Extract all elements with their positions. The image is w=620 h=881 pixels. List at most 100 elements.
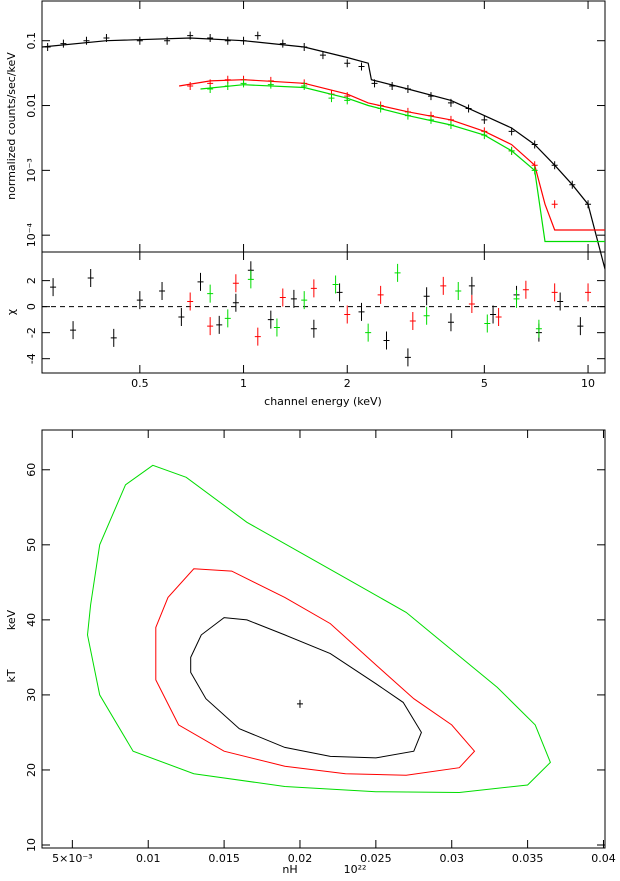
data-point [481, 131, 488, 140]
x-tick-label: 0.04 [591, 852, 616, 865]
residual-point [332, 275, 339, 294]
data-point [301, 43, 308, 52]
x-tick-label: 2 [344, 377, 351, 390]
residual-point [216, 315, 223, 334]
data-point [136, 36, 143, 45]
residual-point [273, 318, 280, 337]
data-point [551, 161, 558, 170]
data-point [187, 31, 194, 40]
data-point [427, 92, 434, 101]
y-tick-label: -2 [25, 327, 38, 338]
data-point [187, 82, 194, 91]
residual-point [495, 308, 502, 327]
residual-point [490, 305, 497, 324]
contour [190, 617, 422, 759]
residual-point [358, 302, 365, 321]
y-axis-unit: keV [5, 609, 18, 630]
residual-point [279, 288, 286, 307]
residual-point [440, 276, 447, 295]
x-tick-label: 0.03 [439, 852, 464, 865]
residual-point [301, 291, 308, 310]
x-tick-label: 0.015 [208, 852, 240, 865]
data-point [358, 62, 365, 71]
residual-point [394, 263, 401, 282]
data-point [267, 80, 274, 89]
residual-point [310, 279, 317, 298]
x-axis-label: nH [282, 863, 297, 876]
residual-point [290, 289, 297, 308]
residual-point [207, 284, 214, 303]
residual-point [365, 323, 372, 342]
residual-point [267, 310, 274, 329]
y-tick-label: 50 [25, 538, 38, 552]
data-point [164, 36, 171, 45]
data-point [508, 127, 515, 136]
x-tick-label: 0.025 [360, 852, 392, 865]
x-axis-label: channel energy (keV) [264, 395, 382, 408]
data-point [531, 140, 538, 149]
residual-point [377, 285, 384, 304]
data-point [447, 121, 454, 130]
residual-point [404, 348, 411, 367]
residual-point [551, 283, 558, 302]
residual-point [577, 317, 584, 336]
data-point [224, 36, 231, 45]
residual-point [254, 327, 261, 346]
x-tick-label: 0.02 [288, 852, 313, 865]
residual-point [522, 280, 529, 299]
residual-point [468, 295, 475, 314]
residual-point [423, 287, 430, 306]
data-point [531, 166, 538, 175]
y-tick-label: 2 [25, 277, 38, 284]
data-point [254, 31, 261, 40]
data-point [427, 115, 434, 124]
data-point [240, 79, 247, 88]
data-point [328, 94, 335, 103]
data-point [224, 82, 231, 91]
spectrum-frame [41, 0, 606, 253]
residual-point [70, 321, 77, 340]
residual-point [310, 319, 317, 338]
residual-point [557, 292, 564, 311]
data-point [207, 34, 214, 43]
y-tick-label: 10 [25, 838, 38, 852]
data-point [377, 104, 384, 113]
data-point [465, 104, 472, 113]
residual-frame [41, 251, 606, 374]
y-tick-label: 20 [25, 763, 38, 777]
residual-point [159, 282, 166, 301]
data-point [569, 180, 576, 189]
data-point [44, 43, 51, 52]
y-axis-label: kT [5, 669, 18, 682]
data-point [404, 111, 411, 120]
y-tick-label: -4 [25, 353, 38, 364]
data-point [508, 146, 515, 155]
residual-point [455, 282, 462, 301]
residual-point [247, 270, 254, 289]
contour-frame [41, 429, 606, 849]
y-tick-label: 0 [25, 303, 38, 310]
x-tick-label: 0.035 [512, 852, 544, 865]
residual-point [187, 292, 194, 311]
residual-point [207, 317, 214, 336]
residual-point [585, 283, 592, 302]
residual-point [447, 313, 454, 332]
data-point [103, 34, 110, 43]
residual-point [468, 276, 475, 295]
data-point [404, 84, 411, 93]
residual-point [232, 274, 239, 293]
y-tick-label: 40 [25, 613, 38, 627]
x-tick-label: 1 [240, 377, 247, 390]
x-tick-label: 0.5 [131, 377, 149, 390]
y-tick-label: 0.01 [25, 93, 38, 118]
residual-point [136, 291, 143, 310]
x-tick-label: 10 [581, 377, 595, 390]
data-point [207, 84, 214, 93]
contour [155, 568, 476, 776]
residual-point [409, 311, 416, 330]
residual-point [87, 269, 94, 288]
model-line [200, 84, 605, 243]
data-point [481, 115, 488, 124]
data-point [60, 39, 67, 48]
